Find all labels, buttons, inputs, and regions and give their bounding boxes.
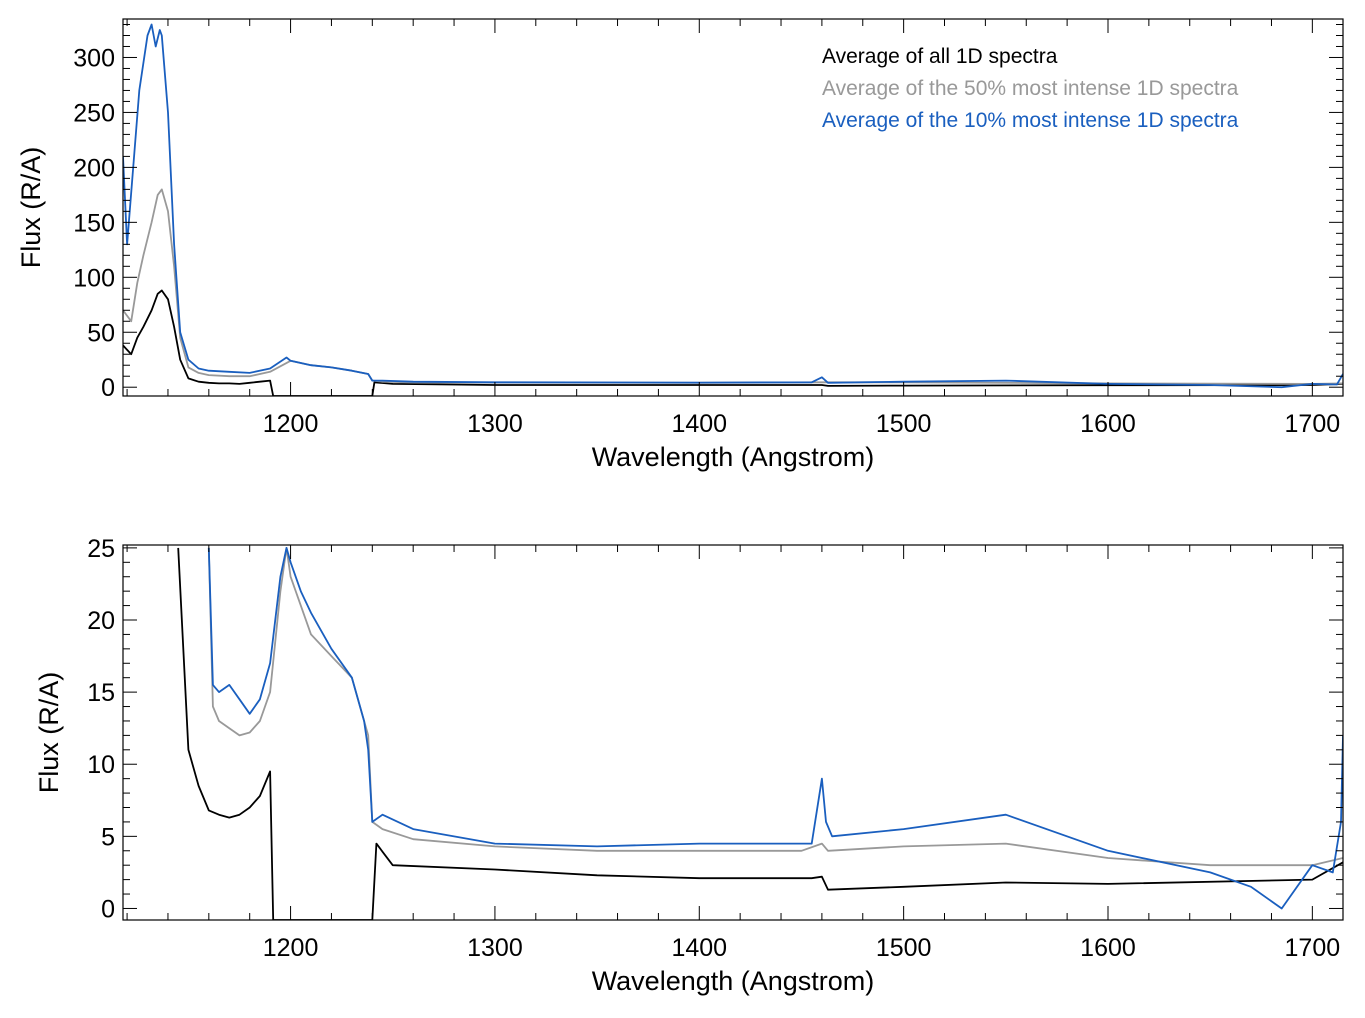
y-tick-label: 0 [101,895,115,923]
chart-bottom-panel: 1200 1300 1400 1500 1600 1700 0 5 10 15 20 25 Wavele… [34,535,1344,996]
legend-entry: Average of the 10% most intense 1D spect… [822,109,1239,132]
y-tick-label: 25 [87,535,115,563]
y-tick-label: 300 [73,44,115,72]
series-line-2 [123,23,1343,389]
plot-frame [122,18,1344,397]
series-line-1 [207,547,1343,867]
x-tick-label: 1300 [467,410,523,438]
x-tick-label: 1500 [876,934,932,962]
chart-top-panel: 1200 1300 1400 1500 1600 1700 0 50 100 150 200 250 3… [16,18,1344,472]
x-tick-label: 1700 [1285,410,1341,438]
legend-entry: Average of all 1D spectra [822,45,1058,68]
series-line-0 [123,289,1343,396]
series-line-1 [123,188,1343,385]
y-tick-label: 15 [87,679,115,707]
y-tick-label: 200 [73,154,115,182]
y-tick-label: 50 [87,319,115,347]
y-axis-title: Flux (R/A) [34,672,64,794]
x-tick-label: 1700 [1285,934,1341,962]
x-tick-label: 1200 [263,410,319,438]
legend: Average of all 1D spectra Average of the … [822,45,1239,132]
x-tick-label: 1600 [1080,934,1136,962]
x-tick-label: 1600 [1080,410,1136,438]
x-axis-title: Wavelength (Angstrom) [592,442,875,472]
y-tick-label: 5 [101,823,115,851]
x-tick-label: 1300 [467,934,523,962]
x-tick-label: 1200 [263,934,319,962]
x-tick-label: 1400 [671,934,727,962]
y-axis-title: Flux (R/A) [16,147,46,269]
y-tick-label: 150 [73,209,115,237]
y-tick-label: 0 [101,374,115,402]
y-tick-label: 250 [73,99,115,127]
y-tick-label: 10 [87,751,115,779]
series-line-0 [177,547,1343,920]
y-tick-label: 100 [73,264,115,292]
x-tick-label: 1500 [876,410,932,438]
y-tick-label: 20 [87,607,115,635]
plot-area [177,547,1343,920]
plot-frame [122,544,1344,921]
x-axis-title: Wavelength (Angstrom) [592,966,875,996]
x-tick-label: 1400 [671,410,727,438]
legend-entry: Average of the 50% most intense 1D spect… [822,77,1239,100]
series-line-2 [207,547,1343,910]
